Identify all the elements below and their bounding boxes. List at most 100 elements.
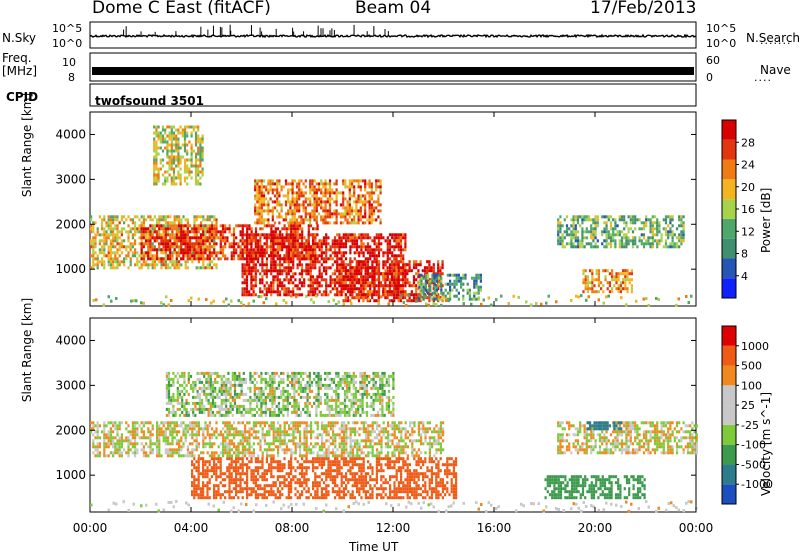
velocity-cell — [197, 430, 200, 434]
power-cell — [272, 275, 275, 279]
power-cell — [325, 278, 328, 282]
power-cell — [268, 245, 271, 249]
power-cell — [306, 212, 310, 216]
power-cell — [351, 236, 354, 240]
power-cell — [186, 251, 189, 255]
power-cell — [576, 236, 580, 240]
power-cell — [116, 230, 119, 234]
velocity-cell — [171, 442, 174, 446]
power-cell — [157, 134, 160, 138]
power-cell — [357, 296, 360, 300]
power-cell — [404, 281, 407, 285]
power-cell — [298, 293, 301, 297]
power-cell — [366, 248, 370, 252]
power-cell — [136, 227, 139, 231]
power-cell — [570, 230, 573, 234]
power-cell — [303, 245, 306, 249]
velocity-cell — [294, 451, 297, 455]
power-cell — [274, 269, 277, 273]
power-cell — [628, 272, 631, 276]
power-cell — [287, 272, 290, 276]
power-cell — [440, 285, 443, 289]
power-cell — [149, 239, 152, 243]
power-cell — [669, 221, 672, 225]
velocity-cell — [228, 454, 231, 458]
power-cell — [109, 227, 112, 231]
velocity-cell — [268, 448, 271, 452]
power-cell — [254, 188, 257, 192]
power-cell — [382, 260, 385, 264]
velocity-cell — [103, 433, 106, 437]
power-cell — [382, 284, 385, 288]
velocity-cell — [283, 430, 286, 434]
power-cell — [645, 218, 648, 222]
power-cell — [230, 245, 233, 249]
power-cell — [142, 263, 145, 267]
power-cell — [172, 134, 176, 138]
power-cell — [388, 251, 392, 255]
velocity-cell — [312, 451, 315, 455]
velocity-cell — [140, 430, 143, 434]
power-cell — [359, 179, 362, 183]
power-cell — [370, 218, 373, 222]
power-cell — [402, 254, 405, 258]
power-cell — [273, 188, 277, 192]
power-cell — [178, 260, 181, 264]
power-cell — [372, 206, 376, 210]
power-cell — [250, 251, 253, 255]
power-cell — [591, 269, 594, 273]
power-cell — [153, 215, 156, 219]
velocity-cell — [266, 421, 269, 425]
power-cell — [287, 209, 290, 213]
velocity-cell — [222, 436, 225, 440]
power-cell — [112, 227, 115, 231]
power-cell — [358, 290, 361, 294]
power-cell — [151, 233, 154, 237]
power-cell — [631, 245, 635, 249]
power-cell — [245, 269, 249, 273]
power-cell — [397, 281, 400, 285]
power-cell — [158, 224, 161, 228]
power-cell — [156, 251, 159, 255]
power-cell — [660, 233, 663, 237]
power-cell — [112, 233, 115, 237]
power-cell — [328, 206, 332, 210]
power-cell — [276, 287, 279, 291]
power-cell — [201, 155, 204, 159]
power-cell — [175, 143, 178, 147]
power-cell — [272, 287, 275, 291]
velocity-cell — [129, 430, 132, 434]
power-cell — [305, 239, 308, 243]
power-cell — [391, 245, 394, 249]
power-cell — [361, 215, 365, 219]
velocity-cell — [94, 445, 97, 449]
power-cell — [311, 233, 315, 237]
power-cell — [369, 236, 372, 240]
power-cell — [140, 236, 143, 240]
power-cell — [399, 269, 403, 273]
power-cell — [557, 236, 560, 240]
power-cell — [178, 248, 181, 252]
power-cell — [368, 185, 371, 189]
velocity-cell — [226, 424, 229, 428]
power-cell — [183, 164, 187, 168]
power-cell — [258, 203, 261, 207]
power-cell — [271, 212, 274, 216]
power-cell — [162, 263, 165, 267]
velocity-cell — [169, 442, 172, 446]
power-cell — [120, 218, 123, 222]
velocity-cell — [142, 424, 145, 428]
power-cell — [226, 257, 229, 261]
power-cell — [103, 254, 106, 258]
power-cell — [344, 185, 347, 189]
power-cell — [399, 290, 403, 294]
power-cell — [377, 269, 380, 273]
power-cell — [228, 245, 231, 249]
power-cell — [426, 260, 429, 264]
power-cell — [171, 236, 174, 240]
power-cell — [131, 254, 134, 258]
power-cell — [415, 278, 418, 282]
power-cell — [170, 146, 173, 150]
velocity-cell — [241, 451, 244, 455]
power-cell — [623, 215, 626, 219]
